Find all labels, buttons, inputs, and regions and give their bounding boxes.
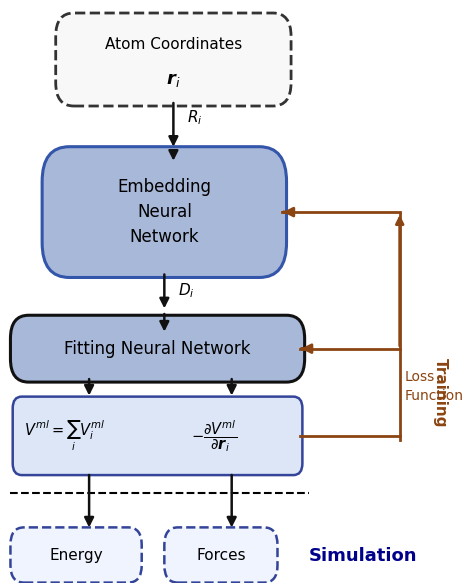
Text: Embedding
Neural
Network: Embedding Neural Network [118,178,211,246]
Text: Simulation: Simulation [309,547,418,565]
Text: $D_i$: $D_i$ [178,281,194,300]
Text: $\boldsymbol{r}_i$: $\boldsymbol{r}_i$ [166,71,181,89]
Text: $-\dfrac{\partial V^{ml}}{\partial \boldsymbol{r}_i}$: $-\dfrac{\partial V^{ml}}{\partial \bold… [191,418,237,454]
FancyBboxPatch shape [56,13,291,106]
FancyBboxPatch shape [13,397,302,475]
FancyBboxPatch shape [10,527,142,583]
Text: Energy: Energy [49,548,103,562]
Text: $V^{ml}=\sum_i V_i^{ml}$: $V^{ml}=\sum_i V_i^{ml}$ [24,419,106,453]
Text: Atom Coordinates: Atom Coordinates [105,37,242,53]
Text: Fitting Neural Network: Fitting Neural Network [64,340,251,357]
Text: Training: Training [433,357,448,427]
FancyBboxPatch shape [10,315,305,382]
Text: Loss
Function: Loss Function [404,370,463,402]
Text: Forces: Forces [196,548,246,562]
Text: $R_i$: $R_i$ [187,108,202,127]
FancyBboxPatch shape [164,527,277,583]
FancyBboxPatch shape [42,147,287,277]
